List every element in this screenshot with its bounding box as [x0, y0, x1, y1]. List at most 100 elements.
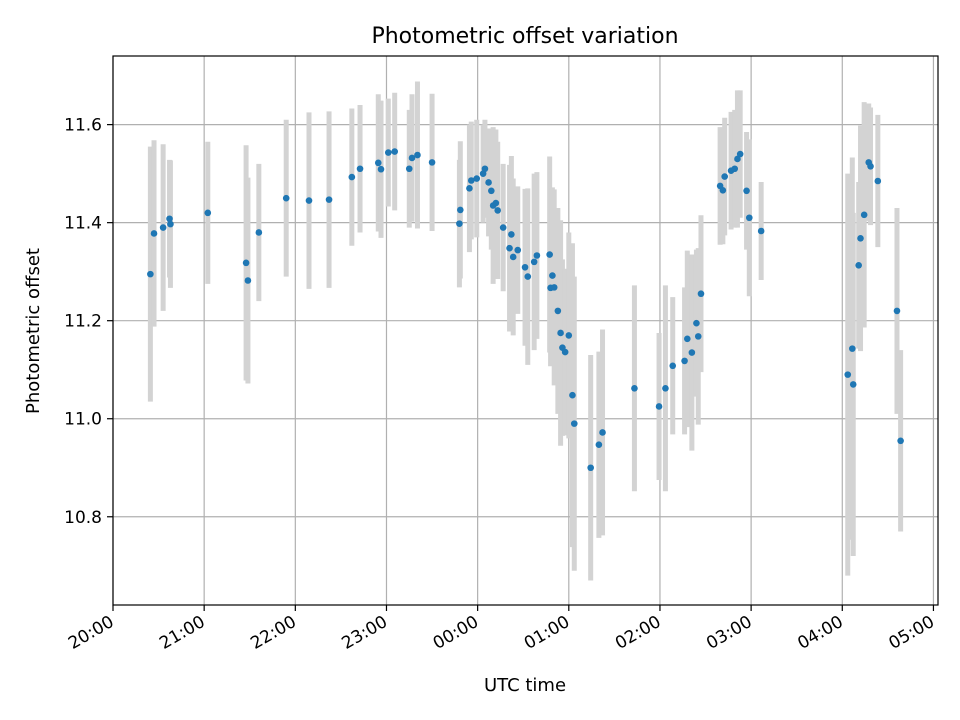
data-point — [506, 244, 513, 252]
data-point — [305, 197, 313, 204]
x-tick-label: 03:00 — [703, 612, 755, 654]
y-tick-label: 11.6 — [64, 116, 102, 136]
data-point — [374, 159, 382, 167]
plot-frame — [112, 55, 939, 606]
data-point — [150, 230, 158, 237]
data-point — [485, 179, 492, 186]
data-point — [466, 185, 473, 192]
data-point — [734, 155, 741, 163]
data-point — [669, 362, 677, 370]
data-point — [408, 154, 416, 162]
data-point — [549, 272, 556, 279]
data-point — [655, 403, 663, 410]
data-point — [473, 175, 481, 182]
data-point — [428, 159, 436, 166]
data-point — [731, 165, 739, 173]
data-point — [405, 165, 413, 173]
data-point — [481, 165, 489, 173]
data-point — [508, 231, 515, 238]
data-point — [244, 277, 252, 284]
data-point — [159, 224, 167, 231]
data-point — [550, 284, 558, 291]
data-point — [595, 441, 603, 449]
data-point — [587, 464, 594, 472]
chart-title: Photometric offset variation — [371, 24, 678, 49]
x-axis-ticks: 20:00 21:00 22:00 23:00 00:00 01:00 02:00 03:00… — [65, 605, 938, 654]
data-point — [662, 385, 669, 392]
data-point — [530, 258, 538, 266]
data-point — [844, 371, 852, 378]
data-point — [167, 220, 174, 228]
data-point — [693, 319, 700, 327]
data-point — [557, 329, 564, 337]
data-point — [857, 235, 864, 242]
data-point — [533, 252, 541, 259]
data-point — [599, 429, 606, 436]
data-point — [499, 224, 507, 231]
data-point — [694, 333, 702, 340]
data-point — [745, 214, 753, 222]
x-tick-label: 20:00 — [65, 612, 117, 654]
y-tick-label: 11.2 — [64, 312, 102, 332]
y-axis-ticks: 10.8 11.0 11.2 11.4 11.6 — [64, 116, 113, 528]
data-point — [494, 207, 501, 214]
x-tick-label: 02:00 — [612, 612, 664, 654]
data-point — [385, 149, 392, 156]
data-point — [147, 270, 154, 278]
y-tick-label: 10.8 — [64, 508, 102, 528]
data-point — [509, 253, 517, 261]
data-point — [565, 332, 573, 339]
data-point — [391, 148, 398, 155]
error-bars — [147, 81, 904, 581]
data-point — [897, 437, 904, 445]
data-point — [521, 263, 529, 271]
x-tick-label: 05:00 — [886, 612, 938, 654]
data-point — [492, 199, 500, 207]
data-point — [488, 187, 495, 195]
y-tick-label: 11.0 — [64, 410, 102, 430]
data-point — [849, 381, 857, 388]
y-tick-label: 11.4 — [64, 214, 102, 234]
data-point — [849, 345, 856, 352]
data-point — [414, 151, 421, 159]
data-point — [242, 259, 250, 267]
data-point — [514, 246, 522, 254]
data-point — [456, 220, 463, 227]
data-point — [757, 227, 765, 235]
data-point — [457, 206, 464, 214]
data-point — [719, 187, 727, 194]
data-point — [204, 209, 212, 217]
data-point — [684, 335, 691, 343]
x-axis-label: UTC time — [484, 675, 566, 696]
data-point — [255, 229, 263, 236]
data-point — [743, 187, 750, 195]
data-point — [721, 173, 728, 180]
data-point — [166, 215, 173, 223]
x-tick-label: 04:00 — [794, 612, 846, 654]
data-point — [561, 348, 569, 356]
data-point — [688, 349, 696, 356]
x-tick-label: 01:00 — [521, 612, 573, 654]
y-axis-label: Photometric offset — [23, 248, 44, 414]
data-point — [524, 273, 532, 280]
data-point — [874, 177, 882, 185]
data-point — [377, 165, 385, 173]
x-tick-label: 23:00 — [339, 612, 391, 654]
data-point — [570, 420, 578, 427]
data-point — [697, 290, 705, 298]
data-point — [348, 173, 356, 181]
data-point — [867, 162, 874, 170]
data-point — [631, 385, 638, 392]
data-points — [147, 148, 904, 472]
data-point — [569, 391, 576, 399]
data-point — [356, 165, 364, 173]
data-point — [855, 262, 862, 269]
x-tick-label: 22:00 — [247, 612, 299, 654]
data-point — [467, 177, 475, 184]
data-point — [554, 307, 562, 315]
x-tick-label: 21:00 — [156, 612, 208, 654]
data-point — [546, 251, 553, 258]
data-point — [736, 150, 744, 158]
data-point — [860, 211, 868, 219]
